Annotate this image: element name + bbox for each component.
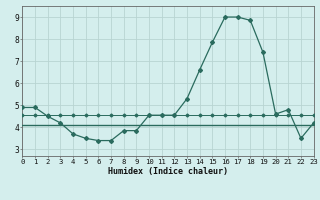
X-axis label: Humidex (Indice chaleur): Humidex (Indice chaleur) [108, 167, 228, 176]
